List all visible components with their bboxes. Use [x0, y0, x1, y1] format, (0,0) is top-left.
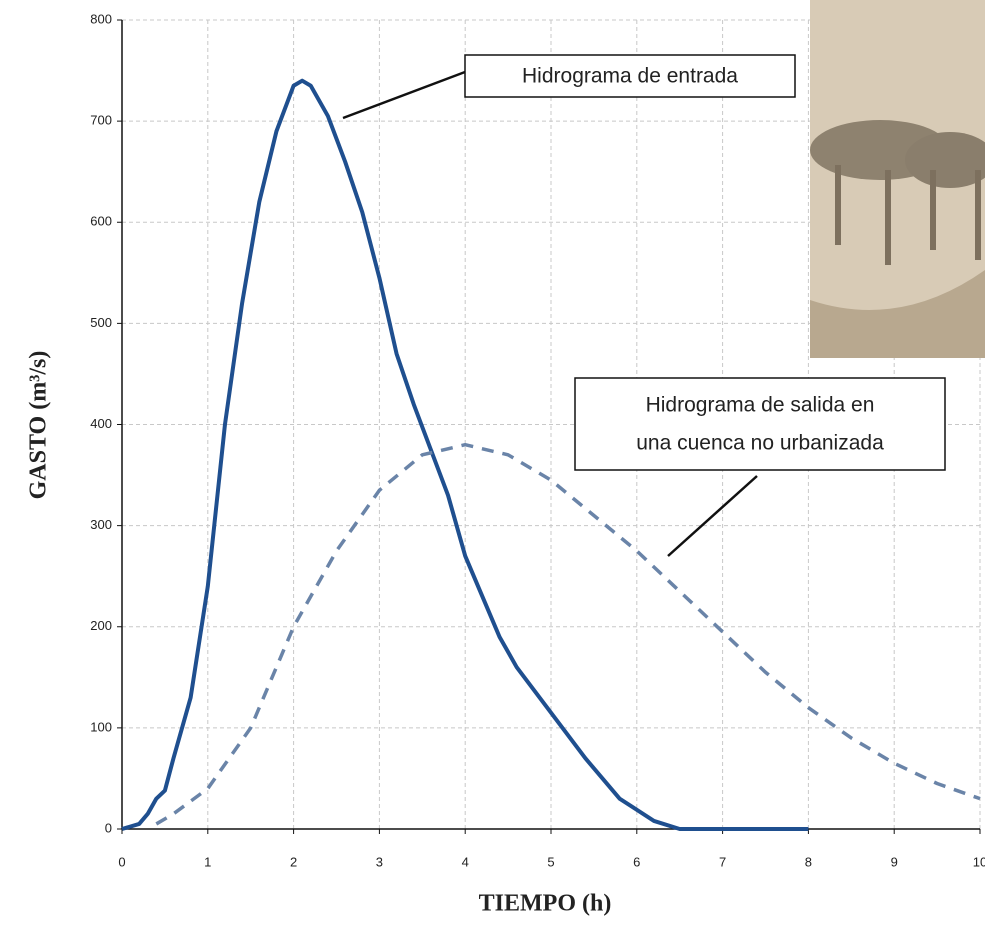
y-tick-label: 700: [90, 113, 112, 128]
annotation: una cuenca no urbanizada: [636, 432, 884, 455]
x-tick-label: 5: [547, 854, 554, 869]
annotation-box: [464, 54, 796, 98]
leader-line: [342, 70, 466, 120]
x-tick-label: 1: [204, 854, 211, 869]
y-tick-label: 800: [90, 11, 112, 26]
annotation: Hidrograma de salida en: [646, 394, 875, 417]
series-line: [121, 78, 809, 831]
leader-line: [667, 475, 758, 557]
y-axis-title: GASTO (m³/s): [26, 351, 52, 500]
annotation: Hidrograma de entrada: [522, 65, 738, 88]
y-tick-label: 200: [90, 618, 112, 633]
x-tick-label: 9: [891, 854, 898, 869]
x-tick-label: 4: [462, 854, 469, 869]
y-tick-label: 600: [90, 214, 112, 229]
y-tick-label: 300: [90, 517, 112, 532]
y-tick-label: 100: [90, 719, 112, 734]
y-tick-label: 400: [90, 416, 112, 431]
x-tick-label: 6: [633, 854, 640, 869]
x-tick-label: 7: [719, 854, 726, 869]
plot: 0 100 200 300 400 500 600 700 800 0 1 2 3 4 5 6 7 8 9 10: [90, 11, 985, 869]
grid: [121, 19, 981, 830]
series-line: [155, 442, 981, 826]
x-tick-label: 2: [290, 854, 297, 869]
y-tick-label: 0: [105, 820, 112, 835]
x-tick-label: 8: [805, 854, 812, 869]
x-axis-title: TIEMPO (h): [479, 891, 612, 917]
y-tick-label: 500: [90, 315, 112, 330]
annotation-box: [574, 377, 946, 471]
x-tick-label: 10: [973, 854, 985, 869]
x-tick-label: 3: [376, 854, 383, 869]
inset-photo: [810, 0, 985, 358]
x-tick-label: 0: [118, 854, 125, 869]
